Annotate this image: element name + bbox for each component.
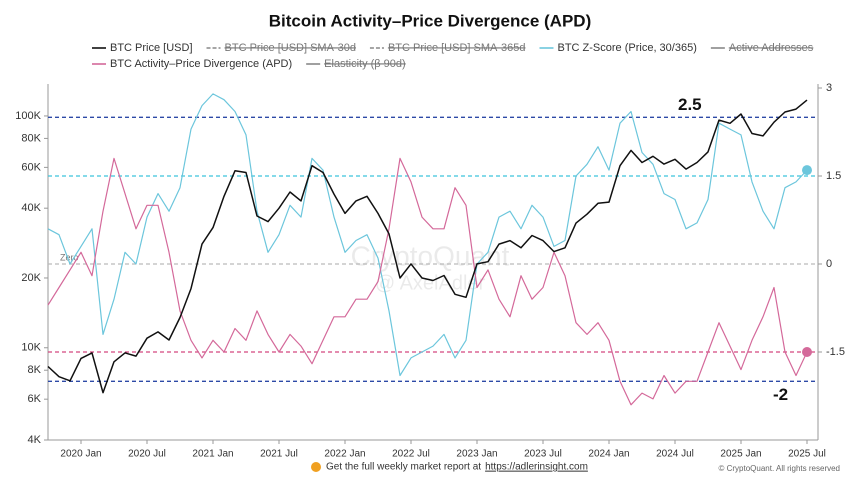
y-tick-label: 8K xyxy=(28,364,42,376)
legend-label: BTC Price [USD] xyxy=(110,42,193,54)
legend-label: BTC Z-Score (Price, 30/365) xyxy=(557,42,696,54)
x-tick-label: 2021 Jul xyxy=(260,449,298,460)
x-tick-label: 2020 Jan xyxy=(60,449,101,460)
legend-item[interactable]: BTC Price [USD] SMA-365d xyxy=(369,42,526,54)
footer-link[interactable]: https://adlerinsight.com xyxy=(485,462,588,473)
copyright: © CryptoQuant. All rights reserved xyxy=(719,464,841,473)
chart-title: Bitcoin Activity–Price Divergence (APD) xyxy=(269,11,591,30)
y-tick-label: 80K xyxy=(21,132,41,144)
watermark: @ AxelAdler xyxy=(375,272,486,294)
x-tick-label: 2022 Jul xyxy=(392,449,430,460)
x-tick-label: 2020 Jul xyxy=(128,449,166,460)
x-tick-label: 2025 Jan xyxy=(720,449,761,460)
x-tick-label: 2024 Jan xyxy=(588,449,629,460)
reference-label: -2 xyxy=(773,385,788,404)
legend-item[interactable]: BTC Z-Score (Price, 30/365) xyxy=(539,42,697,54)
y2-tick-label: 3 xyxy=(826,82,832,94)
watermark: CryptoQuant xyxy=(351,240,510,271)
x-tick-label: 2025 Jul xyxy=(788,449,826,460)
legend-item[interactable]: BTC Price [USD] SMA-30d xyxy=(206,42,356,54)
legend-item[interactable]: Elasticity (β 90d) xyxy=(306,58,406,70)
y-tick-label: 6K xyxy=(28,393,42,405)
legend-item[interactable]: Active Addresses xyxy=(710,42,814,54)
series-line xyxy=(47,157,808,406)
series-line xyxy=(47,99,808,394)
legend-item[interactable]: BTC Activity–Price Divergence (APD) xyxy=(92,58,292,70)
x-tick-label: 2021 Jan xyxy=(192,449,233,460)
legend-item[interactable]: BTC Price [USD] xyxy=(92,42,193,54)
y-tick-label: 4K xyxy=(28,434,42,446)
reference-label: 2.5 xyxy=(678,95,702,114)
x-tick-label: 2023 Jan xyxy=(456,449,497,460)
footer-icon xyxy=(311,462,321,472)
y-tick-label: 10K xyxy=(21,342,41,354)
legend-label: BTC Activity–Price Divergence (APD) xyxy=(110,58,292,70)
x-tick-label: 2022 Jan xyxy=(324,449,365,460)
x-tick-label: 2023 Jul xyxy=(524,449,562,460)
y-tick-label: 20K xyxy=(21,272,41,284)
y-tick-label: 40K xyxy=(21,202,41,214)
x-tick-label: 2024 Jul xyxy=(656,449,694,460)
reference-label: Zero xyxy=(60,252,79,262)
y2-tick-label: 1.5 xyxy=(826,170,841,182)
y2-tick-label: -1.5 xyxy=(826,346,845,358)
y2-tick-label: 0 xyxy=(826,258,832,270)
series-line xyxy=(47,93,808,377)
end-marker xyxy=(802,347,812,357)
footer-text: Get the full weekly market report at xyxy=(326,462,481,473)
y-tick-label: 60K xyxy=(21,161,41,173)
y-tick-label: 100K xyxy=(15,110,41,122)
end-marker xyxy=(802,165,812,176)
